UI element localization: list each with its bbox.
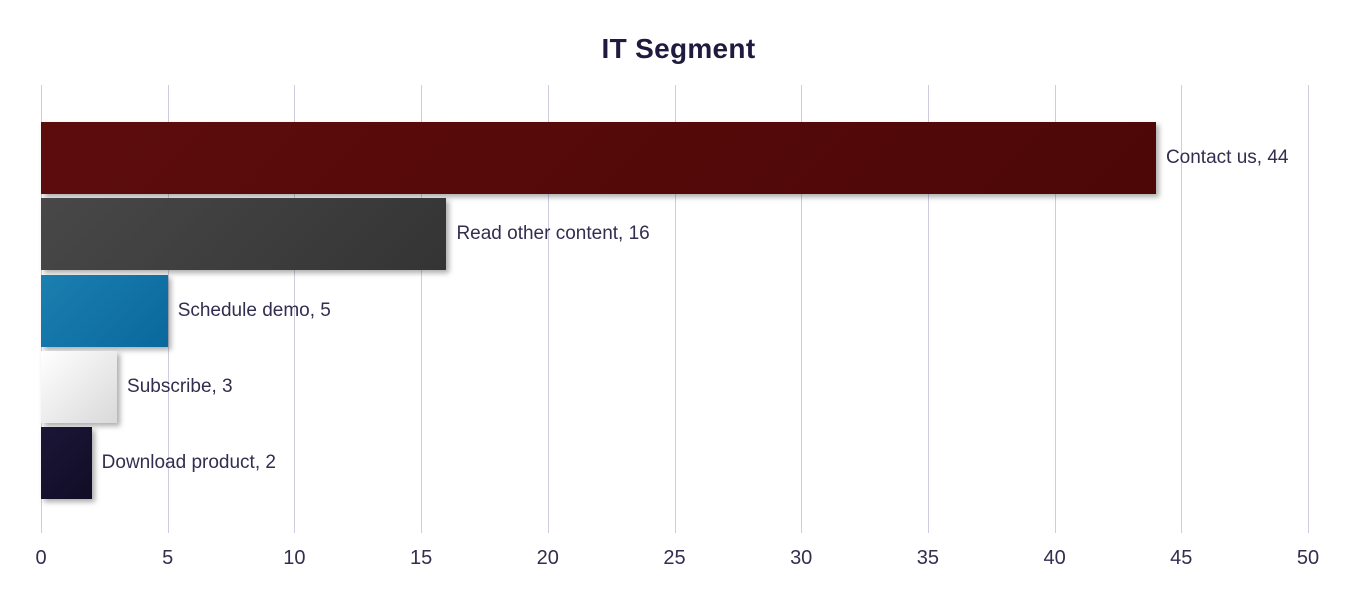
gridline [1054,85,1056,533]
chart-title: IT Segment [601,33,756,64]
bar-contact-us [41,122,1156,194]
x-tick-label: 45 [1170,547,1193,569]
x-tick-label: 35 [916,547,940,569]
x-tick-label: 50 [1296,547,1320,569]
gridline [927,85,929,533]
x-tick-label: 15 [409,547,433,569]
gridline [674,85,676,533]
x-tick-label: 10 [283,547,306,569]
bar-schedule-demo [41,274,168,347]
x-tick-label: 40 [1043,547,1066,569]
bar-label-read-other-content: Read other content, 16 [456,223,650,245]
bar-read-other-content [41,198,447,271]
bar-label-download-product: Download product, 2 [101,452,276,474]
gridline [421,85,423,533]
x-tick-label: 0 [35,547,47,569]
x-tick-label: 20 [536,547,559,569]
bar-label-schedule-demo: Schedule demo, 5 [177,299,331,321]
plot-area: Contact us, 44 Read other content, 16 Sche… [41,85,1309,533]
gridline [167,85,169,533]
gridline [801,85,803,533]
gridline [1308,85,1309,533]
bar-download-product [41,427,92,500]
gridline [547,85,549,533]
gridline [1181,85,1183,533]
x-tick-label: 30 [790,547,813,569]
bar-subscribe [41,350,118,423]
x-tick-label: 5 [162,547,174,569]
bar-label-contact-us: Contact us, 44 [1165,147,1289,168]
bar-label-subscribe: Subscribe, 3 [127,375,233,397]
x-tick-label: 25 [663,547,686,569]
gridline [294,85,296,533]
